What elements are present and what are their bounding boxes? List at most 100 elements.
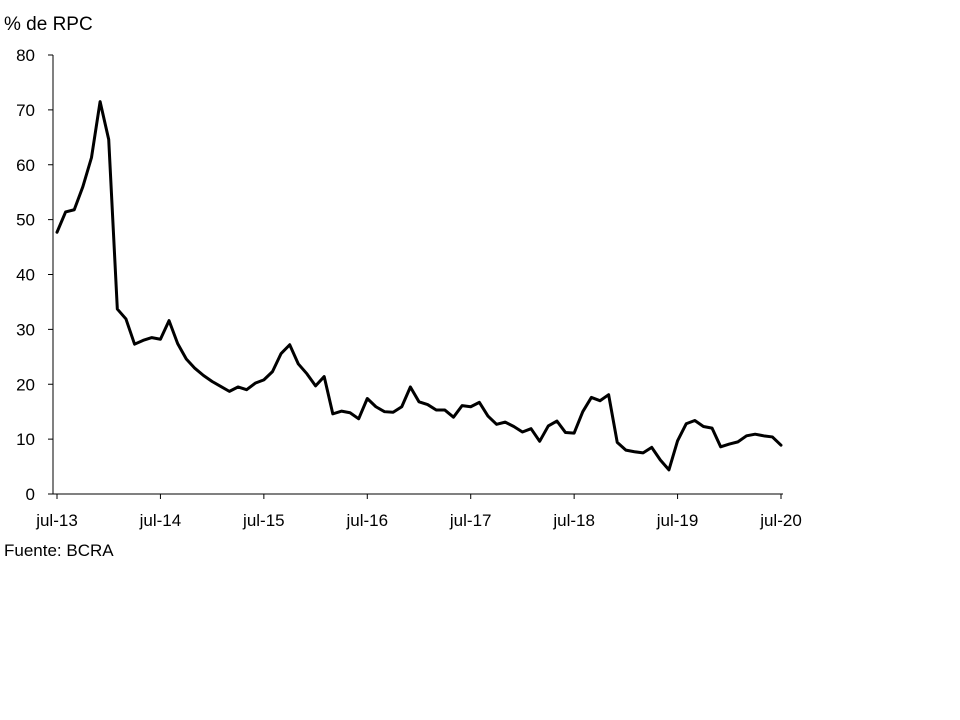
data-point (323, 375, 325, 378)
data-point (737, 441, 739, 443)
data-point (194, 367, 196, 370)
data-point (185, 358, 188, 360)
data-point (478, 401, 481, 404)
data-point (650, 446, 653, 449)
y-tick-label: 60 (16, 156, 35, 175)
data-point (202, 374, 205, 377)
data-point (504, 421, 506, 423)
data-point (82, 185, 84, 188)
data-point (685, 422, 687, 425)
data-point (762, 435, 765, 437)
data-point (513, 425, 515, 428)
data-point (237, 386, 239, 388)
y-tick-label: 40 (16, 266, 35, 285)
data-point (151, 336, 153, 339)
data-point (694, 419, 696, 422)
data-point (142, 339, 144, 342)
data-point (409, 386, 412, 388)
data-point (452, 416, 455, 418)
data-point (73, 208, 76, 211)
data-point (642, 452, 644, 454)
y-axis-unit-label: % de RPC (4, 14, 93, 35)
data-point (116, 308, 119, 310)
data-point (745, 435, 748, 437)
data-point (392, 411, 394, 414)
data-point (469, 405, 472, 408)
series-line (55, 100, 783, 472)
x-tick-label: jul-13 (35, 511, 78, 530)
data-point (719, 446, 722, 448)
data-point (99, 100, 101, 103)
data-point (573, 432, 575, 434)
data-point (495, 423, 498, 426)
data-point (306, 373, 308, 375)
data-point (702, 425, 705, 428)
y-tick-label: 50 (16, 211, 35, 230)
source-note: Fuente: BCRA (4, 541, 114, 560)
data-point (461, 404, 463, 407)
data-point (487, 415, 489, 417)
data-point (418, 401, 420, 403)
data-point (280, 352, 282, 355)
data-point (728, 443, 731, 445)
data-point (521, 431, 524, 433)
y-tick-label: 30 (16, 320, 35, 339)
data-point (659, 459, 662, 461)
y-tick-label: 70 (16, 101, 35, 120)
data-point (400, 405, 403, 408)
data-point (590, 396, 593, 399)
data-point (538, 440, 541, 443)
data-point (676, 439, 679, 442)
data-point (64, 211, 67, 213)
data-point (375, 405, 377, 408)
y-tick-label: 0 (26, 485, 35, 504)
data-point (581, 410, 584, 413)
data-point (90, 156, 93, 159)
y-tick-label: 20 (16, 375, 35, 394)
x-tick-label: jul-18 (552, 511, 595, 530)
data-point (564, 431, 567, 434)
data-point (607, 393, 610, 396)
data-point (754, 433, 756, 435)
data-point (633, 450, 636, 453)
data-point (168, 319, 170, 322)
x-tick-label: jul-16 (345, 511, 388, 530)
x-tick-label: jul-19 (656, 511, 699, 530)
x-tick-label: jul-15 (242, 511, 285, 530)
data-point (444, 409, 446, 411)
data-point (340, 410, 343, 412)
data-point (133, 343, 136, 345)
y-tick-label: 80 (16, 46, 35, 65)
data-point (435, 409, 438, 411)
data-point (271, 370, 274, 373)
data-point (547, 425, 550, 427)
data-point (297, 363, 300, 365)
data-point (530, 427, 532, 430)
data-point (383, 410, 386, 413)
data-point (616, 441, 619, 444)
data-point (176, 342, 179, 345)
data-point (314, 385, 317, 387)
data-point (219, 385, 222, 388)
data-point (426, 403, 429, 406)
data-point (711, 427, 713, 429)
data-point (125, 318, 127, 320)
data-point (245, 388, 248, 391)
x-tick-label: jul-14 (139, 511, 182, 530)
data-point (56, 231, 58, 234)
data-point (254, 382, 257, 384)
data-point (263, 379, 265, 381)
y-tick-label: 10 (16, 430, 35, 449)
data-point (668, 469, 670, 471)
data-point (357, 418, 360, 420)
x-tick-label: jul-17 (449, 511, 492, 530)
data-point (780, 444, 782, 446)
data-point (288, 343, 291, 346)
data-point (159, 338, 162, 341)
data-point (228, 390, 231, 393)
data-point (211, 380, 213, 383)
data-point (332, 413, 334, 415)
data-point (349, 411, 351, 414)
data-point (366, 397, 369, 400)
